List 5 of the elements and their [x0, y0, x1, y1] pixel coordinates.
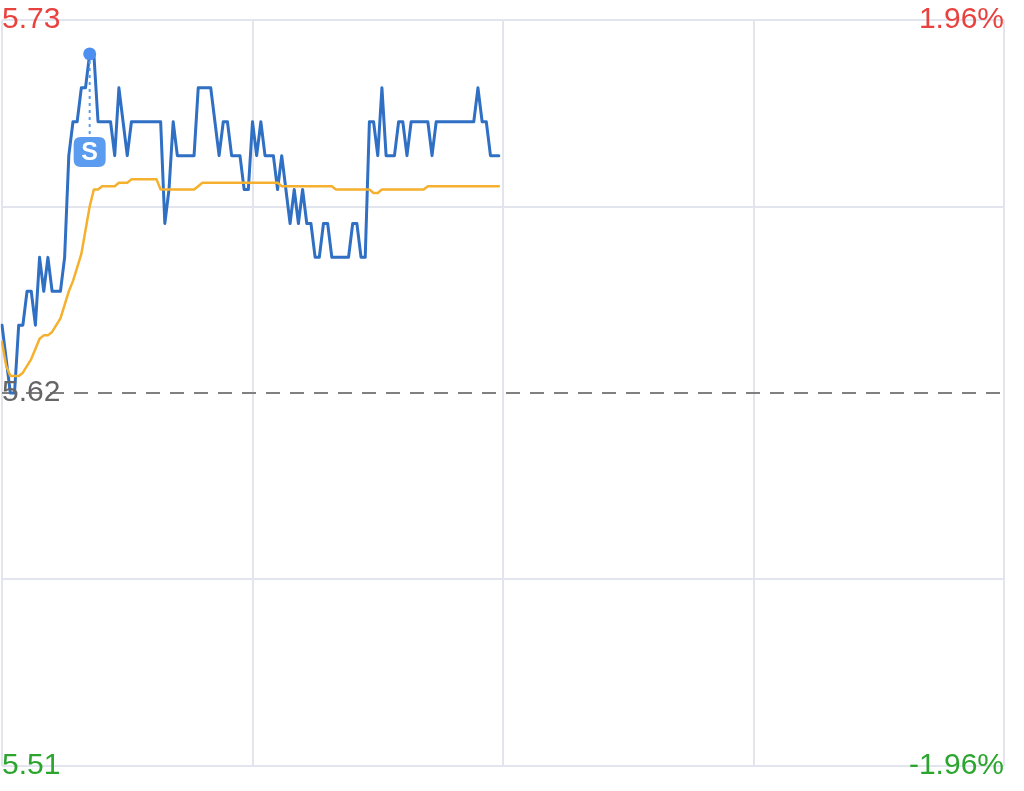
y2-tick-label: 1.96%	[918, 1, 1004, 35]
y-tick-label: 5.73	[2, 1, 61, 35]
y-tick-label: 5.51	[2, 747, 61, 781]
annotation: S	[81, 136, 99, 165]
y2-tick-label: -1.96%	[908, 747, 1004, 781]
